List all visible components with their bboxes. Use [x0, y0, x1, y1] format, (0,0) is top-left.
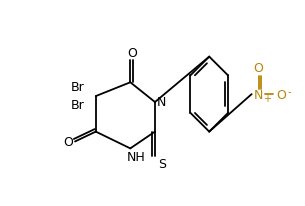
Text: N: N — [254, 88, 263, 101]
Text: O: O — [276, 88, 286, 101]
Text: O: O — [127, 47, 137, 60]
Text: S: S — [158, 157, 166, 170]
Text: NH: NH — [127, 150, 145, 163]
Text: N: N — [157, 95, 167, 108]
Text: Br: Br — [71, 80, 85, 93]
Text: O: O — [63, 135, 73, 148]
Text: +: + — [264, 94, 271, 104]
Text: O: O — [254, 62, 264, 75]
Text: -: - — [287, 87, 291, 97]
Text: Br: Br — [71, 99, 85, 112]
